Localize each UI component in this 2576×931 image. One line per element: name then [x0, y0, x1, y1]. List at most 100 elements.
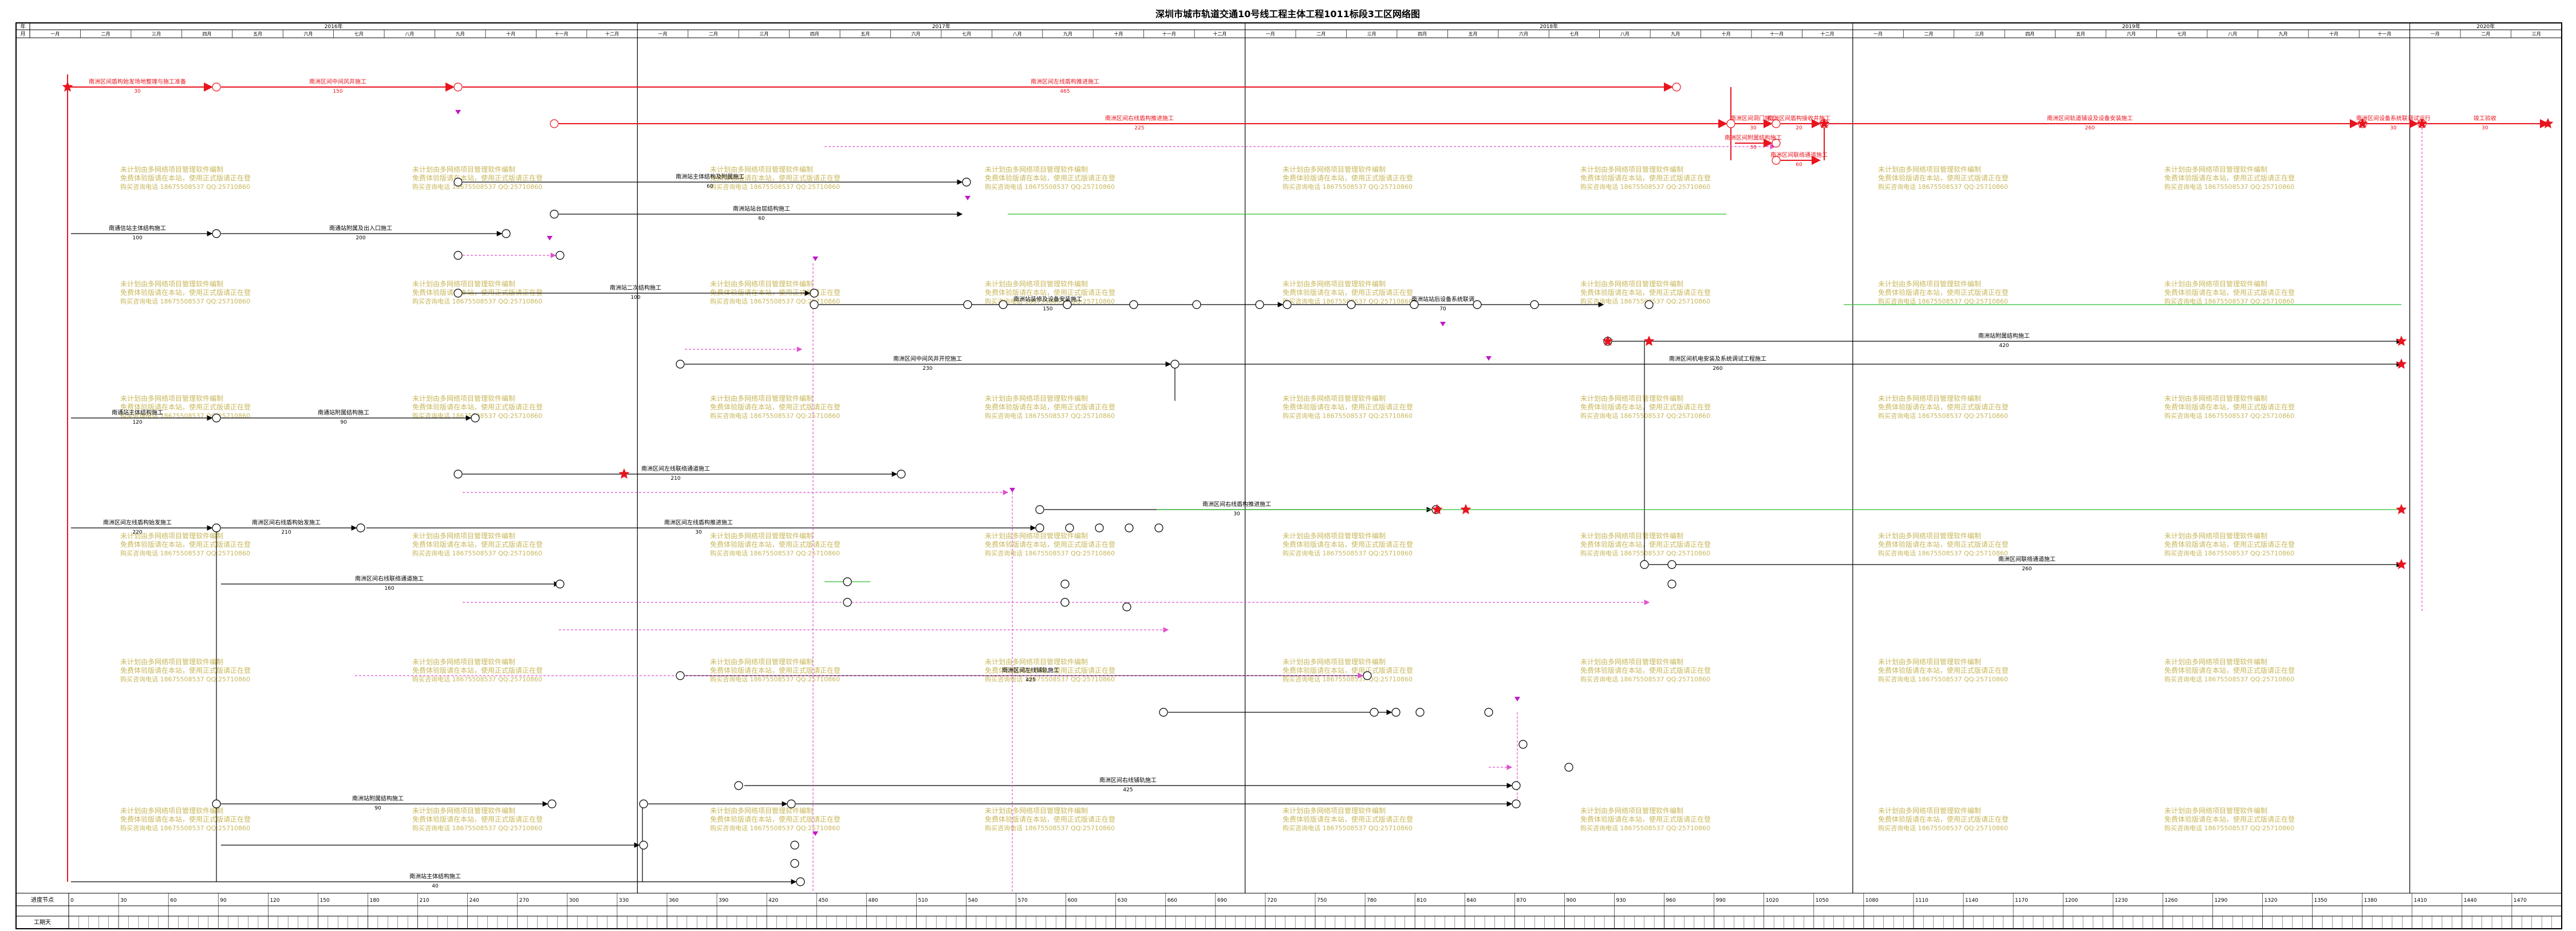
watermark-block: 未计划由多网络项目管理软件编制免费体验版请在本站，使用正式版请正在登购买咨询电话…: [2164, 657, 2295, 683]
activity-a11[interactable]: 竣工验收 30: [2474, 115, 2496, 131]
activity-duration: 120: [132, 420, 142, 425]
event-node: [639, 799, 648, 808]
progress-row-label: 进度节点: [31, 896, 54, 904]
svg-text:未计划由多网络项目管理软件编制: 未计划由多网络项目管理软件编制: [1878, 657, 1981, 666]
activity-b4[interactable]: 南通站附属结构施工 90: [318, 409, 369, 425]
activity-duration: 150: [333, 89, 342, 94]
event-node: [999, 300, 1008, 309]
event-node: [502, 229, 511, 238]
activity-a6[interactable]: 南洲区间盾构接收井施工 20: [1768, 115, 1831, 131]
month-label: 六月: [1519, 31, 1528, 37]
svg-text:购买咨询电话 18675508537 QQ:25710860: 购买咨询电话 18675508537 QQ:25710860: [1878, 297, 2008, 305]
event-node: [1391, 708, 1401, 717]
activity-label: 南洲站主体结构及附属施工: [676, 173, 744, 180]
svg-text:未计划由多网络项目管理软件编制: 未计划由多网络项目管理软件编制: [120, 279, 223, 288]
watermark-block: 未计划由多网络项目管理软件编制免费体验版请在本站，使用正式版请正在登购买咨询电话…: [1283, 279, 1413, 305]
day-tick-label: 1470: [2514, 898, 2527, 904]
activity-d4[interactable]: 南洲站装修及设备安装施工 150: [1013, 295, 1082, 312]
activity-a9[interactable]: 南洲区间轨道铺设及设备安装施工 260: [2047, 115, 2133, 131]
watermark-block: 未计划由多网络项目管理软件编制免费体验版请在本站，使用正式版请正在登购买咨询电话…: [412, 165, 543, 191]
activity-e1[interactable]: 南洲区间中间风井开挖施工 230: [893, 355, 962, 372]
svg-text:免费体验版请在本站，使用正式版请正在登: 免费体验版请在本站，使用正式版请正在登: [710, 403, 841, 411]
event-node: [1530, 300, 1539, 309]
month-label: 二月: [1316, 31, 1326, 37]
activity-a10[interactable]: 南洲区间设备系统联调试运行 30: [2356, 115, 2431, 131]
activity-a3[interactable]: 南洲区间左线盾构推进施工 465: [1031, 78, 1099, 94]
svg-text:购买咨询电话 18675508537 QQ:25710860: 购买咨询电话 18675508537 QQ:25710860: [1580, 824, 1710, 832]
activity-d1[interactable]: 南洲站主体结构及附属施工 60: [676, 173, 744, 190]
watermark-block: 未计划由多网络项目管理软件编制免费体验版请在本站，使用正式版请正在登购买咨询电话…: [2164, 165, 2295, 191]
month-label: 四月: [2025, 31, 2034, 37]
svg-text:购买咨询电话 18675508537 QQ:25710860: 购买咨询电话 18675508537 QQ:25710860: [710, 549, 840, 557]
day-tick-label: 960: [1666, 898, 1676, 904]
month-label: 五月: [1469, 31, 1478, 37]
activity-b3[interactable]: 南通站主体结构施工 120: [112, 409, 163, 425]
milestone-marker-icon: [1486, 356, 1492, 361]
activity-duration: 30: [1750, 125, 1757, 131]
day-tick-label: 330: [619, 898, 629, 904]
day-tick-label: 1230: [2115, 898, 2128, 904]
svg-text:免费体验版请在本站，使用正式版请正在登: 免费体验版请在本站，使用正式版请正在登: [2164, 666, 2295, 674]
svg-text:购买咨询电话 18675508537 QQ:25710860: 购买咨询电话 18675508537 QQ:25710860: [1283, 412, 1413, 420]
activity-d5[interactable]: 南洲站站后设备系统联调 70: [1411, 295, 1474, 312]
activity-e4[interactable]: 南洲区间左线铺轨施工 425: [1002, 666, 1059, 683]
event-node: [1772, 156, 1781, 165]
activity-f2[interactable]: 南洲区间右线盾构推进施工 30: [1202, 500, 1271, 517]
svg-text:未计划由多网络项目管理软件编制: 未计划由多网络项目管理软件编制: [2164, 165, 2267, 173]
event-node: [1170, 360, 1179, 369]
milestone-star-icon: [1460, 504, 1472, 515]
activity-label: 南洲站附属结构施工: [1978, 332, 2030, 340]
month-label: 五月: [253, 31, 262, 37]
svg-text:免费体验版请在本站，使用正式版请正在登: 免费体验版请在本站，使用正式版请正在登: [1283, 540, 1413, 549]
svg-text:免费体验版请在本站，使用正式版请正在登: 免费体验版请在本站，使用正式版请正在登: [2164, 288, 2295, 297]
activity-b1[interactable]: 南通信站主体结构施工 100: [109, 224, 166, 241]
svg-text:未计划由多网络项目管理软件编制: 未计划由多网络项目管理软件编制: [985, 531, 1088, 540]
activity-a4[interactable]: 南洲区间右线盾构推进施工 225: [1105, 115, 1174, 131]
svg-text:未计划由多网络项目管理软件编制: 未计划由多网络项目管理软件编制: [985, 657, 1088, 666]
activity-b2[interactable]: 南通站附属及出入口施工 200: [329, 224, 392, 241]
svg-text:购买咨询电话 18675508537 QQ:25710860: 购买咨询电话 18675508537 QQ:25710860: [1580, 297, 1710, 305]
activity-f3[interactable]: 南洲区间联络通道施工 260: [1998, 555, 2056, 572]
event-node: [453, 177, 463, 187]
activity-g3[interactable]: 南洲站主体结构施工 40: [409, 873, 461, 889]
svg-text:免费体验版请在本站，使用正式版请正在登: 免费体验版请在本站，使用正式版请正在登: [985, 815, 1115, 823]
svg-text:购买咨询电话 18675508537 QQ:25710860: 购买咨询电话 18675508537 QQ:25710860: [2164, 412, 2294, 420]
day-tick-label: 930: [1616, 898, 1626, 904]
activity-a2[interactable]: 南洲区间中间风井施工 150: [309, 78, 366, 94]
activity-c2[interactable]: 南洲区间右线盾构始发施工 210: [252, 519, 321, 535]
activity-a8[interactable]: 南洲区间联络通道施工 60: [1770, 151, 1828, 168]
svg-text:免费体验版请在本站，使用正式版请正在登: 免费体验版请在本站，使用正式版请正在登: [710, 288, 841, 297]
event-node: [1035, 505, 1044, 514]
activity-a7[interactable]: 南洲区间附属结构施工 30: [1725, 134, 1782, 151]
activity-d3[interactable]: 南洲站二次结构施工 100: [610, 284, 661, 301]
activity-e2[interactable]: 南洲区间左线联络通道施工 210: [641, 465, 710, 482]
day-tick-label: 120: [270, 898, 279, 904]
watermark-block: 未计划由多网络项目管理软件编制免费体验版请在本站，使用正式版请正在登购买咨询电话…: [710, 657, 841, 683]
activity-f1[interactable]: 南洲区间左线盾构推进施工 30: [664, 519, 733, 535]
day-tick-label: 1260: [2164, 898, 2177, 904]
activity-c1[interactable]: 南洲区间左线盾构始发施工 220: [103, 519, 172, 535]
day-tick-label: 240: [470, 898, 479, 904]
activity-e5[interactable]: 南洲区间右线铺轨施工 425: [1099, 776, 1157, 793]
month-label: 二月: [2481, 31, 2490, 37]
activity-d2[interactable]: 南洲站站台层结构施工 60: [733, 205, 790, 222]
activity-g1[interactable]: 南洲区间机电安装及系统调试工程施工 260: [1669, 355, 1766, 372]
milestone-stars: [62, 81, 2554, 836]
day-tick-label: 1350: [2314, 898, 2328, 904]
svg-text:未计划由多网络项目管理软件编制: 未计划由多网络项目管理软件编制: [1580, 394, 1683, 403]
svg-text:未计划由多网络项目管理软件编制: 未计划由多网络项目管理软件编制: [985, 165, 1088, 173]
activity-d6[interactable]: 南洲站附属结构施工 420: [1978, 332, 2030, 349]
event-node: [1512, 781, 1521, 790]
activity-a5[interactable]: 南洲区间洞门施工 30: [1730, 115, 1776, 131]
svg-text:未计划由多网络项目管理软件编制: 未计划由多网络项目管理软件编制: [412, 279, 515, 288]
activity-a1[interactable]: 南洲区间盾构始发场地整理与施工准备 30: [89, 78, 186, 94]
milestone-star-icon: [1818, 118, 1830, 129]
svg-text:未计划由多网络项目管理软件编制: 未计划由多网络项目管理软件编制: [1580, 165, 1683, 173]
activity-e3[interactable]: 南洲区间右线联络通道施工 160: [355, 575, 424, 591]
milestone-marker-icon: [812, 831, 818, 836]
activity-g2[interactable]: 南洲站附属结构施工 90: [352, 795, 404, 811]
svg-text:未计划由多网络项目管理软件编制: 未计划由多网络项目管理软件编制: [1283, 279, 1386, 288]
svg-text:未计划由多网络项目管理软件编制: 未计划由多网络项目管理软件编制: [710, 806, 813, 815]
svg-text:免费体验版请在本站，使用正式版请正在登: 免费体验版请在本站，使用正式版请正在登: [1580, 815, 1711, 823]
